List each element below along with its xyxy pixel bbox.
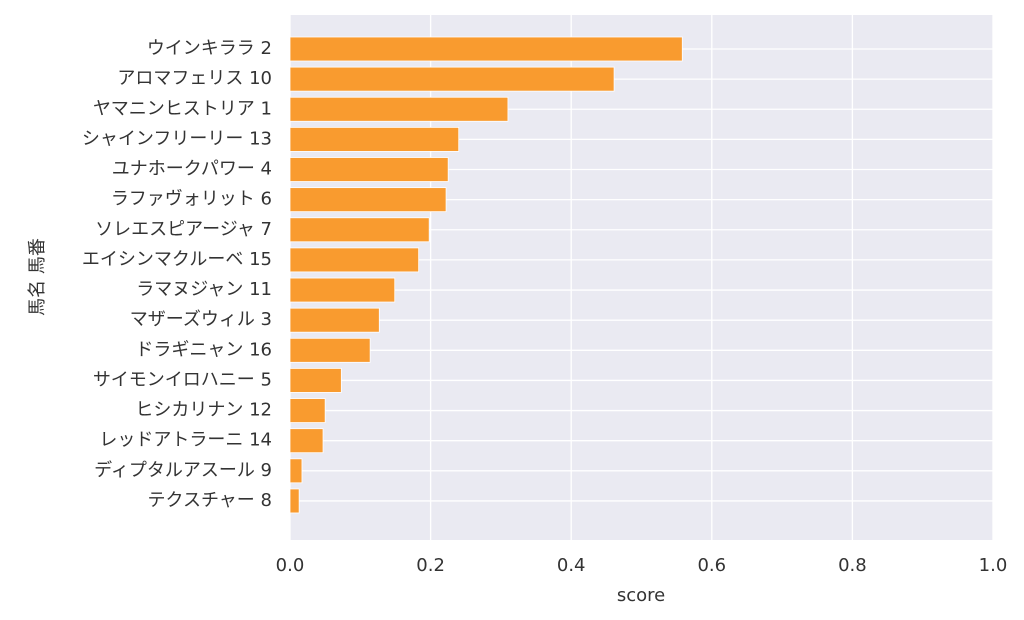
y-tick-label: エイシンマクルーベ 15: [82, 249, 272, 270]
y-tick-label: ラファヴォリット 6: [111, 189, 272, 210]
x-tick-label: 0.4: [557, 555, 586, 576]
y-tick-label: ディプタルアスール 9: [94, 460, 272, 481]
x-tick-label: 0.8: [838, 555, 867, 576]
bar: [289, 277, 396, 303]
x-tick-label: 1.0: [979, 555, 1008, 576]
y-tick-label: アロマフェリス 10: [117, 68, 272, 89]
bar: [289, 126, 460, 152]
y-tick-label: ドラギニャン 16: [135, 339, 272, 360]
bar: [289, 398, 326, 423]
bar: [289, 247, 420, 273]
y-tick-label: シャインフリーリー 13: [82, 128, 272, 149]
y-axis-label: 馬名 馬番: [27, 238, 48, 316]
bar: [289, 488, 300, 514]
y-tick-label: レッドアトラーニ 14: [99, 430, 272, 451]
bar: [289, 36, 683, 62]
x-axis-label: score: [617, 585, 665, 606]
bar: [289, 368, 342, 393]
y-tick-label: マザーズウィル 3: [130, 309, 272, 330]
bar: [289, 187, 447, 213]
bar: [289, 66, 615, 92]
y-tick-label: ヤマニンヒストリア 1: [93, 98, 272, 119]
y-tick-label: ラマヌジャン 11: [136, 279, 272, 300]
y-tick-label: サイモンイロハニー 5: [93, 369, 272, 390]
bar: [289, 157, 449, 182]
y-tick-label: ウインキララ 2: [147, 38, 272, 59]
y-tick-label: ソレエスピアージャ 7: [95, 219, 272, 240]
bar: [289, 428, 324, 454]
bar: [289, 458, 303, 484]
y-tick-label: テクスチャー 8: [148, 490, 272, 511]
bar: [289, 96, 509, 122]
bar: [289, 307, 380, 333]
x-tick-label: 0.6: [697, 555, 726, 576]
x-tick-label: 0.2: [416, 555, 445, 576]
y-tick-label: ヒシカリナン 12: [135, 400, 272, 421]
plot-area: [290, 15, 993, 540]
x-tick-label: 0.0: [276, 555, 305, 576]
y-tick-label: ユナホークパワー 4: [112, 159, 272, 180]
bar: [289, 337, 371, 363]
bar: [289, 217, 430, 243]
